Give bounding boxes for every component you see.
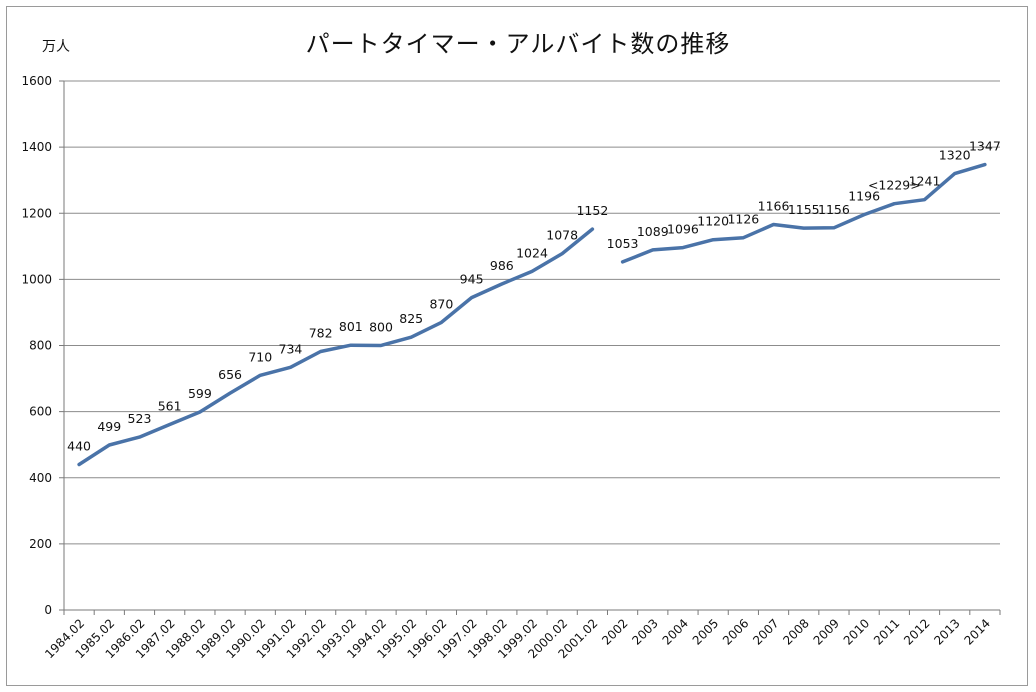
- data-label: 870: [429, 296, 453, 311]
- data-label: 1024: [516, 245, 548, 260]
- y-tick-labels: 0 200 400 600 800 1000 1200 1400 1600: [21, 74, 52, 617]
- data-label: 1089: [637, 224, 669, 239]
- x-tick-label: 2011: [871, 616, 902, 647]
- y-tick-label: 0: [44, 603, 52, 617]
- x-tick-label: 2005: [690, 616, 721, 647]
- data-label: 1096: [667, 222, 699, 237]
- data-labels: 440 499 523 561 599 656 710 734 782 801 800 825 870 9…: [67, 139, 1001, 454]
- x-tick-label: 2008: [780, 616, 811, 647]
- gridlines: [64, 80, 1000, 545]
- data-label: 800: [369, 320, 393, 335]
- x-tick-label: 2010: [841, 616, 872, 647]
- y-tick-label: 400: [29, 471, 52, 485]
- x-tick-label: 2009: [811, 616, 842, 647]
- data-label: 782: [309, 325, 333, 340]
- data-label: <1229>: [868, 178, 921, 193]
- series-lines: [77, 162, 987, 467]
- y-tick-label: 600: [29, 405, 52, 419]
- data-label: 599: [188, 386, 212, 401]
- series-line-segment: [77, 227, 595, 467]
- data-label: 710: [248, 349, 272, 364]
- data-label: 986: [490, 258, 514, 273]
- data-label: 440: [67, 439, 91, 454]
- y-tick-label: 1200: [21, 206, 52, 220]
- axes: [59, 80, 1001, 615]
- data-label: 1196: [848, 189, 880, 204]
- data-label: 1126: [727, 212, 759, 227]
- data-label: 1053: [607, 236, 639, 251]
- x-tick-labels: 1984.021985.021986.021987.021988.021989.…: [42, 616, 993, 661]
- x-tick-label: 2006: [720, 616, 751, 647]
- x-tick-label: 2014: [962, 616, 993, 647]
- y-tick-label: 1400: [21, 140, 52, 154]
- x-tick-label: 2013: [931, 616, 962, 647]
- x-tick-label: 2002: [599, 616, 630, 647]
- x-tick-label: 2012: [901, 616, 932, 647]
- data-label: 1120: [697, 214, 729, 229]
- data-label: 801: [339, 319, 363, 334]
- data-label: 1155: [788, 202, 820, 217]
- y-tick-label: 1600: [21, 74, 52, 88]
- data-label: 499: [97, 419, 121, 434]
- y-tick-label: 200: [29, 537, 52, 551]
- data-label: 1152: [576, 203, 608, 218]
- data-label: 523: [128, 411, 152, 426]
- x-tick-label: 2003: [629, 616, 660, 647]
- y-axis-unit-label: 万人: [42, 39, 70, 55]
- data-label: 1320: [939, 148, 971, 163]
- y-tick-label: 1000: [21, 272, 52, 286]
- data-label: 825: [399, 311, 423, 326]
- data-label: 1241: [909, 174, 941, 189]
- data-label: 1156: [818, 202, 850, 217]
- data-label: 656: [218, 367, 242, 382]
- data-label: 1347: [969, 139, 1001, 154]
- series-line-segment: [620, 162, 987, 264]
- chart-title: パートタイマー・アルバイト数の推移: [305, 30, 731, 58]
- data-label: 561: [158, 399, 182, 414]
- data-label: 1078: [546, 228, 578, 243]
- x-tick-label: 2004: [660, 616, 691, 647]
- data-label: 945: [460, 272, 484, 287]
- x-tick-label: 2007: [750, 616, 781, 647]
- y-tick-label: 800: [29, 339, 52, 353]
- data-label: 734: [279, 341, 303, 356]
- data-label: 1166: [758, 198, 790, 213]
